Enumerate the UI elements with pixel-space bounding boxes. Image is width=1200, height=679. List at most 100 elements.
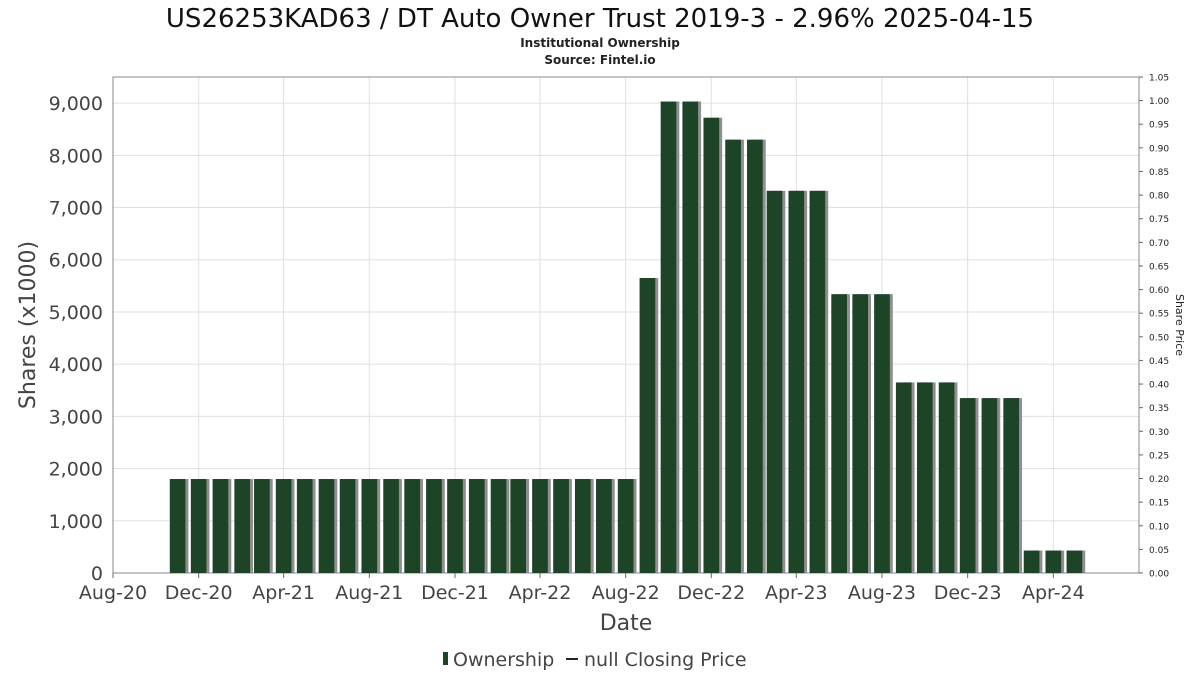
y2-tick-label: 0.45: [1149, 357, 1169, 367]
bar-ownership: [981, 398, 998, 573]
y2-tick-label: 0.40: [1149, 381, 1169, 391]
bar-ownership: [574, 479, 591, 573]
x-tick-label: Aug-23: [848, 582, 916, 604]
bar-ownership: [788, 190, 805, 573]
x-tick-label: Dec-21: [421, 582, 489, 604]
y2-tick-label: 0.10: [1149, 522, 1169, 532]
bar-ownership: [296, 479, 313, 573]
y-axis-right: 0.00 0.05 0.10 0.15 0.20 0.25 0.30 0.35 0.40 0.45…: [1139, 74, 1169, 580]
bar-ownership: [510, 479, 527, 573]
y2-tick-label: 0.50: [1149, 333, 1169, 343]
y2-tick-label: 0.75: [1149, 215, 1169, 225]
bar-ownership: [895, 382, 912, 573]
bar-ownership: [1066, 550, 1083, 573]
bar-ownership: [275, 479, 292, 573]
bar-series-ownership: [169, 101, 1086, 574]
legend-label-closing-price: null Closing Price: [584, 649, 747, 671]
bar-ownership: [553, 479, 569, 573]
y-tick-label: 0: [91, 563, 103, 585]
x-tick-label: Dec-22: [677, 582, 745, 604]
y2-tick-label: 1.00: [1149, 97, 1169, 107]
legend-swatch-ownership: [443, 652, 448, 665]
legend: Ownership null Closing Price: [443, 649, 747, 671]
y2-tick-label: 1.05: [1149, 74, 1169, 84]
bar-ownership: [532, 479, 548, 573]
y2-tick-label: 0.95: [1149, 121, 1169, 131]
bar-ownership: [254, 479, 270, 573]
bar-ownership: [747, 139, 763, 573]
legend-label-ownership: Ownership: [453, 649, 554, 671]
bar-ownership: [639, 278, 656, 573]
bar-ownership: [660, 101, 677, 574]
x-tick-label: Apr-22: [509, 582, 572, 604]
bar-ownership: [234, 479, 251, 573]
y2-tick-label: 0.35: [1149, 404, 1169, 414]
y-axis-left: 0 1,000 2,000 3,000 4,000 5,000 6,000 7,000 8,00…: [49, 93, 103, 585]
x-tick-label: Apr-21: [252, 582, 315, 604]
y2-tick-label: 0.65: [1149, 262, 1169, 272]
bar-ownership: [916, 382, 933, 573]
bar-ownership: [447, 479, 463, 573]
bar-ownership: [809, 190, 826, 573]
bar-ownership: [1023, 550, 1040, 573]
y-tick-label: 8,000: [49, 145, 103, 167]
y2-tick-label: 0.85: [1149, 168, 1169, 178]
bar-ownership: [404, 479, 420, 573]
x-tick-label: Dec-23: [934, 582, 1002, 604]
x-tick-label: Apr-24: [1022, 582, 1085, 604]
x-tick-label: Aug-21: [335, 582, 403, 604]
y2-tick-label: 0.90: [1149, 144, 1169, 154]
bar-ownership: [766, 190, 783, 573]
x-tick-label: Aug-22: [592, 582, 660, 604]
bar-ownership: [725, 139, 741, 573]
bar-ownership: [959, 398, 976, 573]
y2-tick-label: 0.70: [1149, 239, 1169, 249]
bar-ownership: [190, 479, 207, 573]
bar-ownership: [682, 101, 699, 574]
bar-ownership: [468, 479, 485, 573]
chart-title: US26253KAD63 / DT Auto Owner Trust 2019-…: [166, 4, 1034, 34]
bar-ownership: [874, 294, 890, 573]
bar-ownership: [339, 479, 356, 573]
chart-subtitle: Institutional Ownership: [520, 36, 680, 50]
chart-source: Source: Fintel.io: [544, 53, 655, 67]
bar-ownership: [212, 479, 229, 573]
y-tick-label: 5,000: [49, 302, 103, 324]
bar-ownership: [1045, 550, 1062, 573]
x-axis: Aug-20 Dec-20 Apr-21 Aug-21 Dec-21 Apr-22 Aug-…: [79, 573, 1085, 604]
bar-ownership: [617, 479, 634, 573]
y-tick-label: 4,000: [49, 354, 103, 376]
bar-ownership: [383, 479, 399, 573]
y2-tick-label: 0.00: [1149, 570, 1169, 580]
x-tick-label: Apr-23: [765, 582, 828, 604]
y-tick-label: 3,000: [49, 406, 103, 428]
y-tick-label: 2,000: [49, 459, 103, 481]
y2-tick-label: 0.25: [1149, 451, 1169, 461]
bar-ownership: [318, 479, 335, 573]
x-tick-label: Aug-20: [79, 582, 147, 604]
bar-ownership: [852, 294, 869, 573]
bar-ownership: [169, 479, 186, 573]
x-tick-label: Dec-20: [165, 582, 233, 604]
y-tick-label: 6,000: [49, 250, 103, 272]
y2-tick-label: 0.30: [1149, 428, 1169, 438]
y2-tick-label: 0.60: [1149, 286, 1169, 296]
y-tick-label: 9,000: [49, 93, 103, 115]
bar-ownership: [596, 479, 612, 573]
bar-ownership: [938, 382, 955, 573]
y2-tick-label: 0.05: [1149, 546, 1169, 556]
bar-ownership: [1003, 398, 1020, 573]
bar-ownership: [490, 479, 507, 573]
bar-ownership: [703, 117, 720, 573]
bar-ownership: [361, 479, 378, 573]
y2-axis-title: Share Price: [1173, 294, 1186, 356]
y-tick-label: 7,000: [49, 198, 103, 220]
bar-ownership: [831, 294, 847, 573]
y2-tick-label: 0.15: [1149, 499, 1169, 509]
y-axis-title: Shares (x1000): [16, 241, 41, 409]
y2-tick-label: 0.20: [1149, 475, 1169, 485]
bar-ownership: [426, 479, 442, 573]
x-axis-title: Date: [600, 611, 653, 636]
